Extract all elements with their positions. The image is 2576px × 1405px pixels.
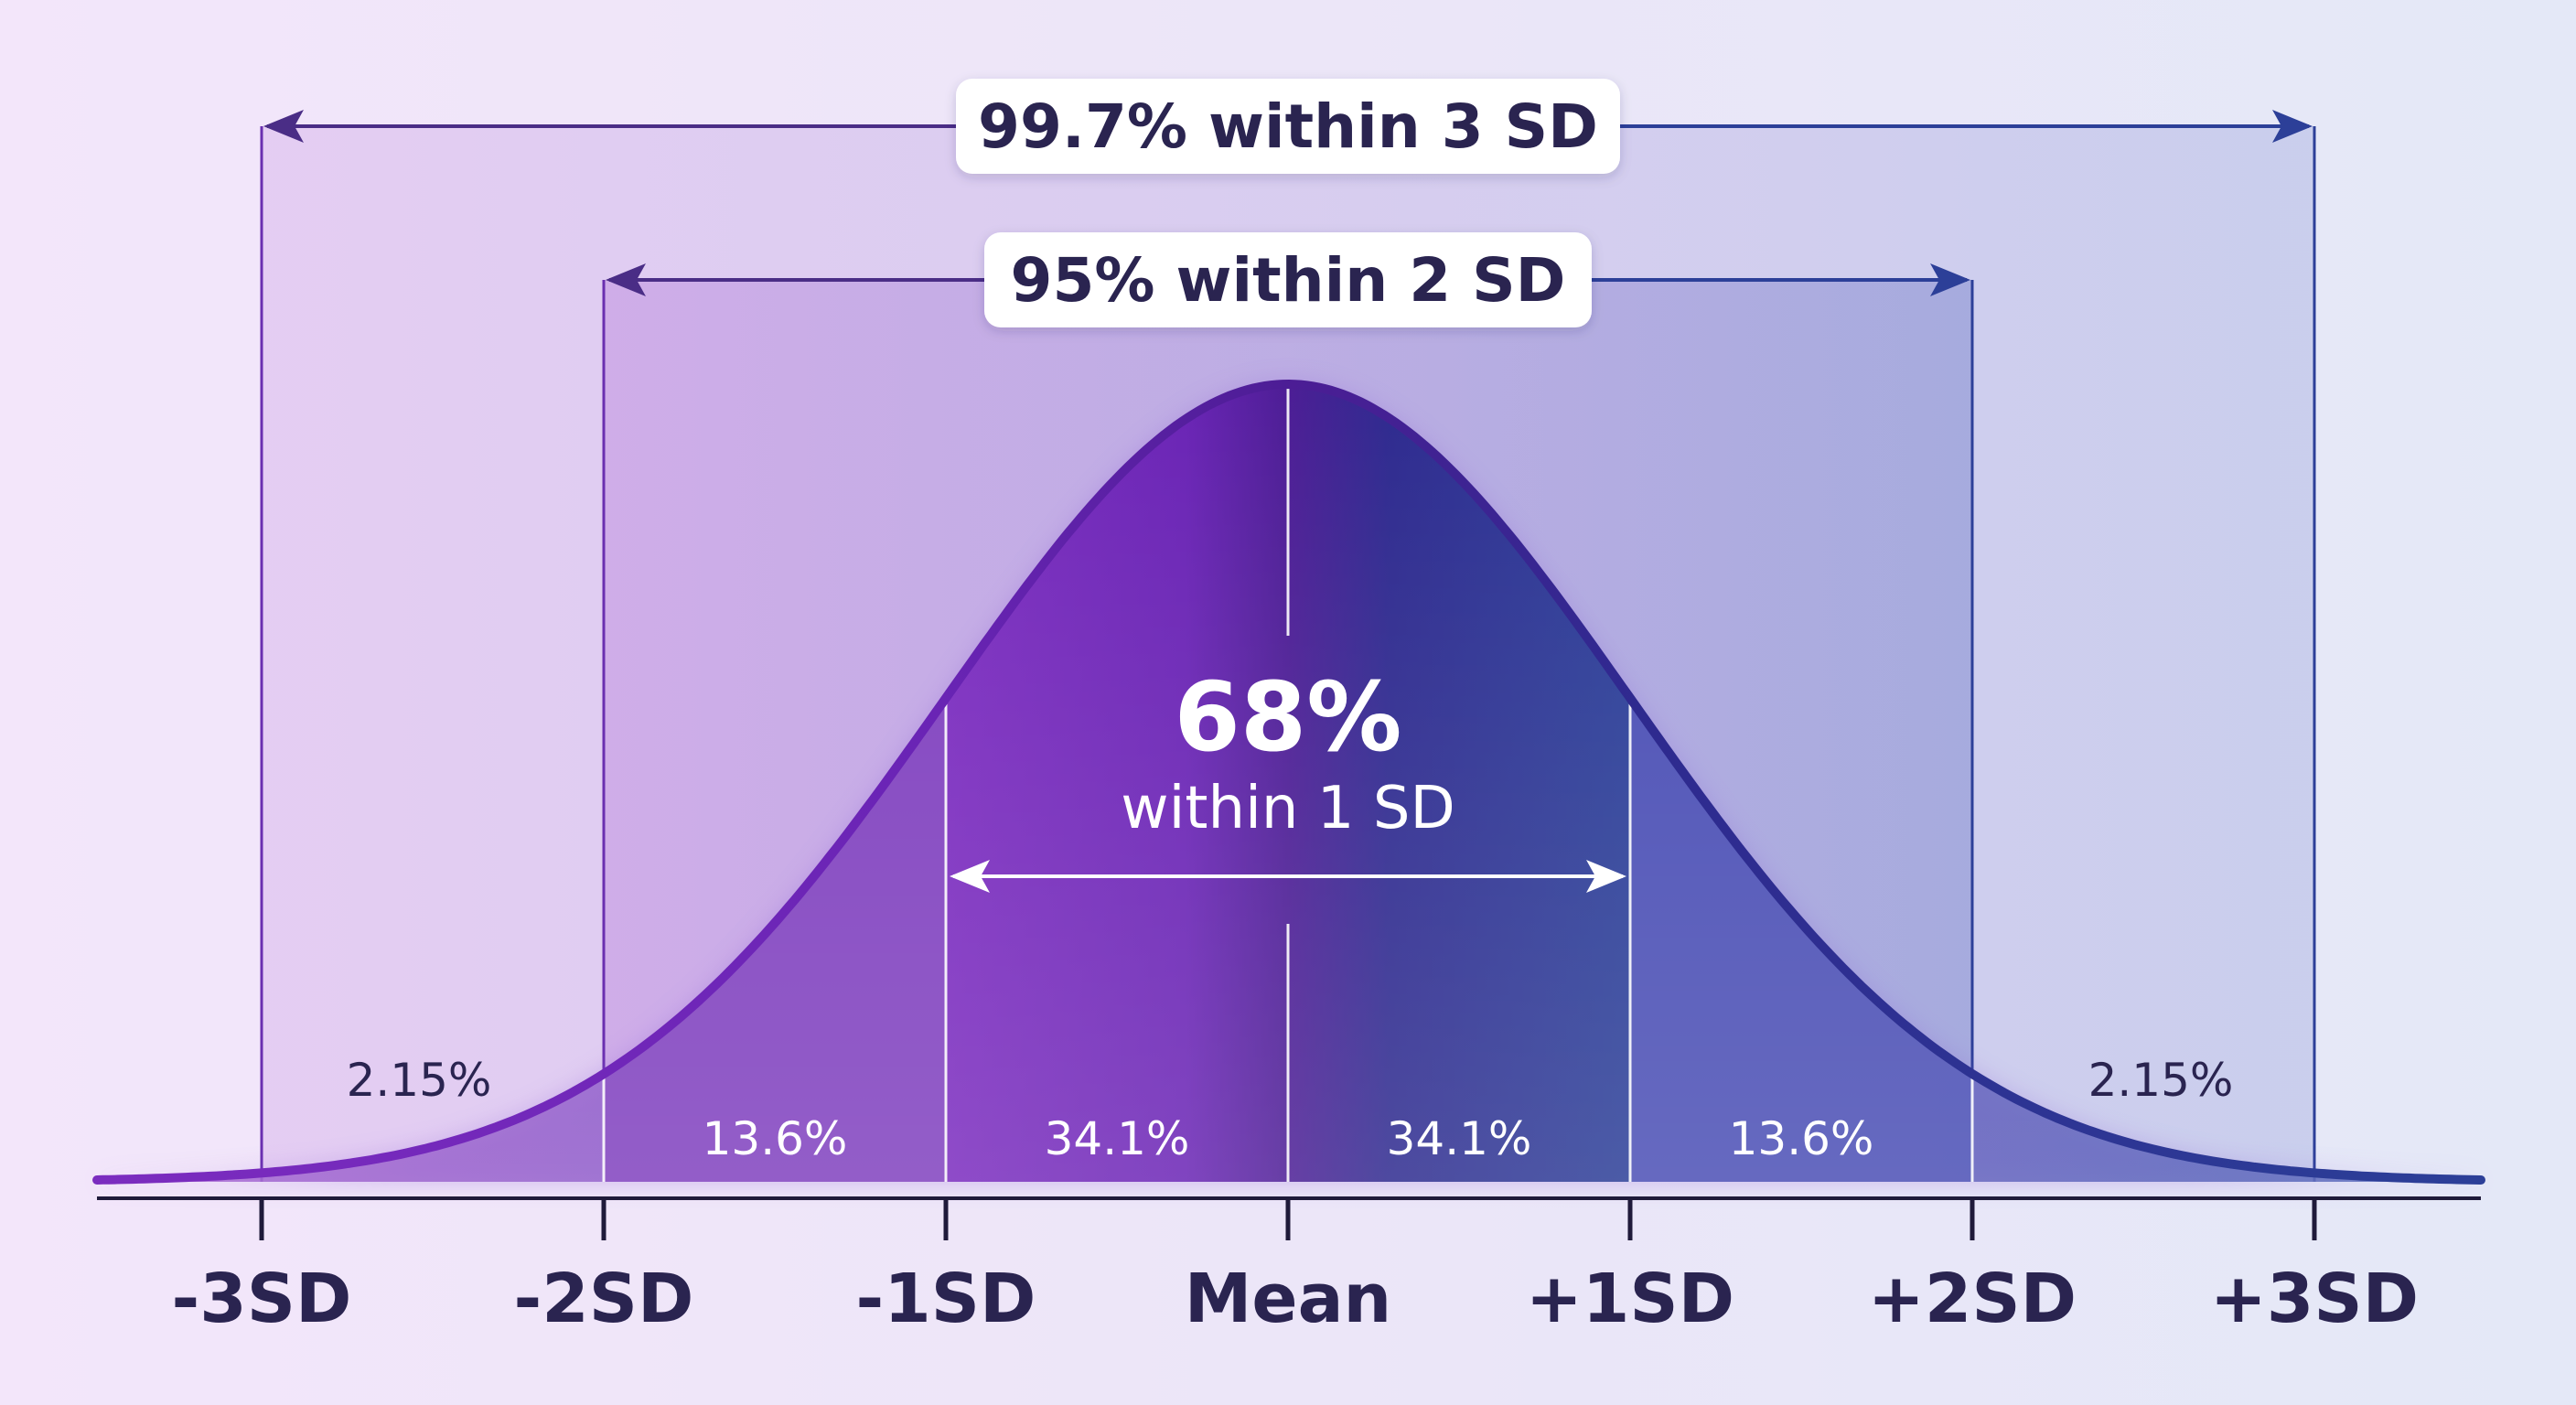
range-label-1: 95% within 2 SD [1011, 245, 1566, 316]
segment-label-2: 34.1% [1045, 1112, 1190, 1165]
segment-label-4: 13.6% [1729, 1112, 1874, 1165]
center-annotation: 68%within 1 SD [950, 661, 1626, 893]
center-percent: 68% [1175, 661, 1402, 773]
x-axis: -3SD -2SD -1SD Mean +1SD +2SD +3SD [97, 1196, 2481, 1338]
tick-label-5: +2SD [1868, 1260, 2077, 1338]
tick-label-4: +1SD [1526, 1260, 1734, 1338]
range-arrows: 99.7% within 3 SD 95% within 2 SD [263, 79, 2313, 327]
tick-label-2: -1SD [856, 1260, 1036, 1338]
range-label-0: 99.7% within 3 SD [978, 91, 1598, 162]
segment-label-1: 13.6% [703, 1112, 848, 1165]
curve-line [92, 379, 2485, 1185]
curve-outline [92, 379, 2485, 1185]
range-label-box-1 [984, 232, 1592, 327]
tick-label-3: Mean [1185, 1260, 1391, 1338]
tick-label-1: -2SD [514, 1260, 694, 1338]
tick-label-6: +3SD [2210, 1260, 2419, 1338]
range-label-box-0 [956, 79, 1620, 174]
center-subtitle: within 1 SD [1121, 775, 1454, 842]
segment-label-5: 2.15% [2088, 1054, 2234, 1107]
segment-label-3: 34.1% [1387, 1112, 1532, 1165]
sd-dividers [602, 384, 1974, 1182]
tick-label-0: -3SD [172, 1260, 352, 1338]
segment-label-0: 2.15% [347, 1054, 492, 1107]
segment-labels: 2.15% 13.6% 34.1% 34.1% 13.6% 2.15% [347, 1054, 2234, 1165]
